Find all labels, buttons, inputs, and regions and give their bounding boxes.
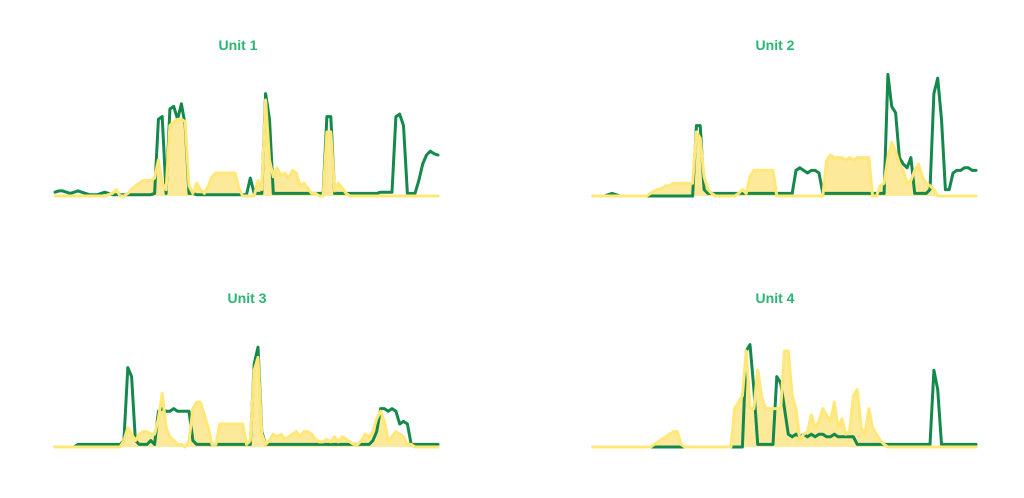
- series-1-line: [591, 343, 978, 449]
- chart-title: Unit 3: [228, 290, 267, 306]
- chart-panel-unit-3: Unit 3: [53, 290, 440, 449]
- chart-title: Unit 2: [756, 37, 795, 53]
- series-1-line: [53, 92, 440, 197]
- series-1-line: [591, 72, 978, 198]
- series-2-area: [55, 357, 438, 447]
- chart-panel-unit-1: Unit 1: [53, 37, 440, 198]
- chart-panel-unit-2: Unit 2: [591, 37, 978, 198]
- series-2-line: [53, 355, 440, 449]
- chart-title: Unit 4: [756, 290, 795, 306]
- chart-title: Unit 1: [219, 37, 258, 53]
- series-2-line: [591, 130, 978, 198]
- series-2-line: [53, 98, 440, 198]
- chart-panel-unit-4: Unit 4: [591, 290, 978, 449]
- series-2-area: [55, 100, 438, 196]
- series-2-line: [591, 349, 978, 449]
